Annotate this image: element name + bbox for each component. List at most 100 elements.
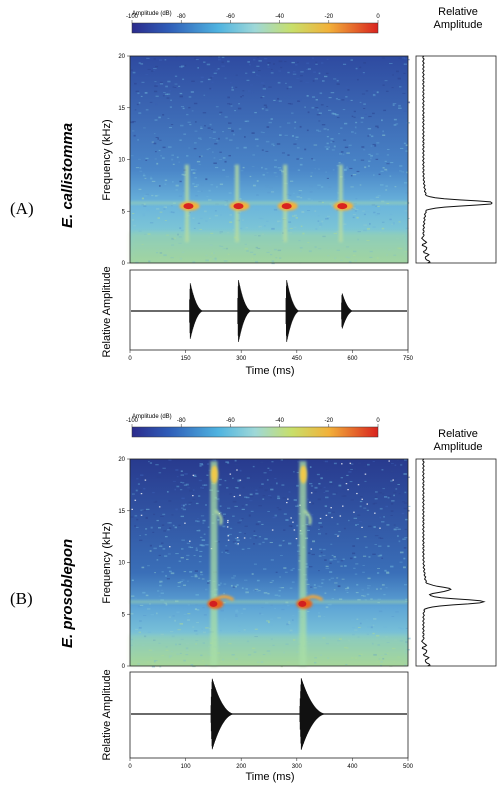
spectrogram-noise-speck [247, 184, 250, 186]
spectrogram-noise-white [361, 526, 363, 529]
spectrogram-noise-white [131, 508, 133, 510]
oscillogram-a-frame [129, 269, 409, 351]
spectrogram-noise-speck [187, 121, 191, 123]
spectrogram-noise-speck [131, 213, 135, 215]
spectrogram-noise-speck [254, 588, 259, 591]
spectrogram-noise-white [341, 463, 343, 465]
spectrogram-noise-speck [367, 577, 371, 580]
spectrogram-noise-speck [376, 572, 380, 574]
spectrogram-noise-speck [252, 154, 256, 156]
spectrogram-noise-speck [160, 592, 164, 594]
spectrogram-b-calls [207, 461, 324, 666]
spectrogram-noise-speck [232, 515, 235, 517]
spectrogram-noise-speck [357, 231, 361, 233]
spectrogram-noise-speck [371, 135, 374, 138]
spectrogram-noise-speck [315, 472, 318, 474]
spectrogram-noise-speck [231, 86, 234, 89]
spectrogram-noise-speck [242, 166, 245, 169]
spectrogram-a [129, 55, 411, 265]
spectrogram-noise-speck [332, 493, 336, 495]
spectrogram-noise-speck [297, 61, 299, 63]
spectrogram-noise-speck [199, 461, 203, 462]
spectrogram-noise-speck [211, 75, 214, 78]
spectrogram-noise-speck [179, 180, 182, 183]
spectrogram-noise-speck [134, 515, 138, 517]
spectrogram-noise-speck [225, 461, 229, 464]
panel-a: (A) E. callistomma Amplitude (dB) -100 -8… [10, 6, 497, 377]
spectrogram-noise-speck [382, 130, 385, 133]
call-streak [210, 461, 218, 666]
spectrogram-noise-speck [198, 560, 202, 563]
spectrogram-noise-speck [209, 580, 212, 581]
spectrogram-noise-speck [179, 139, 182, 141]
spectrogram-noise-speck [135, 628, 139, 631]
spectrogram-noise-speck [260, 131, 263, 133]
spectrogram-noise-speck [405, 230, 408, 232]
spectrogram-noise-speck [325, 533, 328, 535]
spectrogram-noise-speck [286, 87, 289, 90]
spectrogram-noise-speck [382, 134, 386, 136]
spectrogram-noise-speck [258, 536, 262, 538]
spectrogram-noise-speck [273, 63, 275, 65]
spectrogram-noise-speck [311, 553, 315, 556]
spectrogram-noise-speck [326, 135, 329, 138]
spectrogram-noise-speck [407, 505, 411, 507]
spectrogram-noise-speck [190, 187, 194, 189]
oscillogram-burst [189, 283, 204, 339]
spectrogram-noise-speck [268, 121, 272, 124]
spectrogram-noise-speck [407, 509, 410, 512]
spectrogram-noise-speck [176, 476, 179, 478]
spectrogram-noise-speck [200, 515, 205, 517]
spectrogram-noise-speck [224, 77, 227, 79]
colorbar-tick-label: -80 [177, 418, 186, 424]
spectrogram-noise-speck [404, 528, 408, 530]
spectrogram-noise-speck [332, 141, 335, 143]
spectrogram-noise-speck [404, 459, 407, 461]
spectrogram-noise-speck [397, 528, 401, 530]
spectrogram-noise-speck [219, 478, 222, 481]
spectrogram-noise-speck [261, 108, 264, 110]
spectrogram-noise-speck [331, 554, 334, 556]
spectrogram-noise-speck [258, 225, 262, 228]
spectrogram-noise-speck [158, 116, 161, 119]
spectrogram-noise-speck [367, 626, 371, 628]
spectrogram-noise-speck [148, 461, 150, 463]
spectrogram-noise-speck [202, 488, 205, 490]
spectrogram-noise-speck [164, 179, 168, 181]
spectrogram-noise-speck [222, 516, 225, 519]
spectrogram-noise-speck [304, 578, 309, 581]
spectrogram-noise-speck [364, 113, 367, 115]
spectrogram-noise-speck [350, 499, 354, 501]
spectrogram-noise-speck [143, 195, 148, 197]
spectrogram-noise-speck [153, 58, 156, 60]
spectrogram-noise-speck [195, 604, 198, 606]
spectrogram-noise-speck [201, 539, 206, 541]
spectrogram-noise-speck [168, 211, 171, 213]
spectrogram-noise-speck [325, 606, 329, 609]
spectrogram-noise-speck [240, 181, 243, 183]
spectrogram-noise-speck [180, 548, 184, 550]
spectrogram-noise-speck [316, 114, 321, 116]
spectrogram-noise-speck [241, 587, 244, 589]
spectrogram-noise-speck [138, 62, 141, 64]
spectrogram-noise-speck [387, 496, 390, 499]
spectrogram-noise-speck [251, 92, 254, 94]
spectrogram-noise-speck [200, 571, 203, 574]
spectrogram-noise-speck [225, 549, 229, 552]
spectrogram-noise-speck [188, 501, 193, 503]
spectrogram-noise-speck [372, 226, 376, 228]
spectrogram-noise-speck [138, 102, 141, 104]
spectrogram-noise-speck [259, 486, 263, 489]
spectrogram-noise-speck [131, 130, 135, 132]
spectrogram-noise-speck [306, 210, 311, 211]
spectrogram-noise-speck [256, 579, 260, 582]
spectrogram-noise-speck [267, 592, 270, 595]
spectrogram-noise-speck [374, 543, 377, 545]
spectrogram-noise-speck [346, 152, 350, 154]
spectrogram-noise-speck [340, 477, 344, 479]
spectrogram-noise-speck [167, 80, 171, 83]
spectrogram-noise-speck [340, 127, 343, 129]
spectrogram-noise-speck [224, 204, 228, 206]
spectrogram-noise-speck [281, 173, 283, 175]
spectrogram-noise-speck [213, 162, 217, 164]
